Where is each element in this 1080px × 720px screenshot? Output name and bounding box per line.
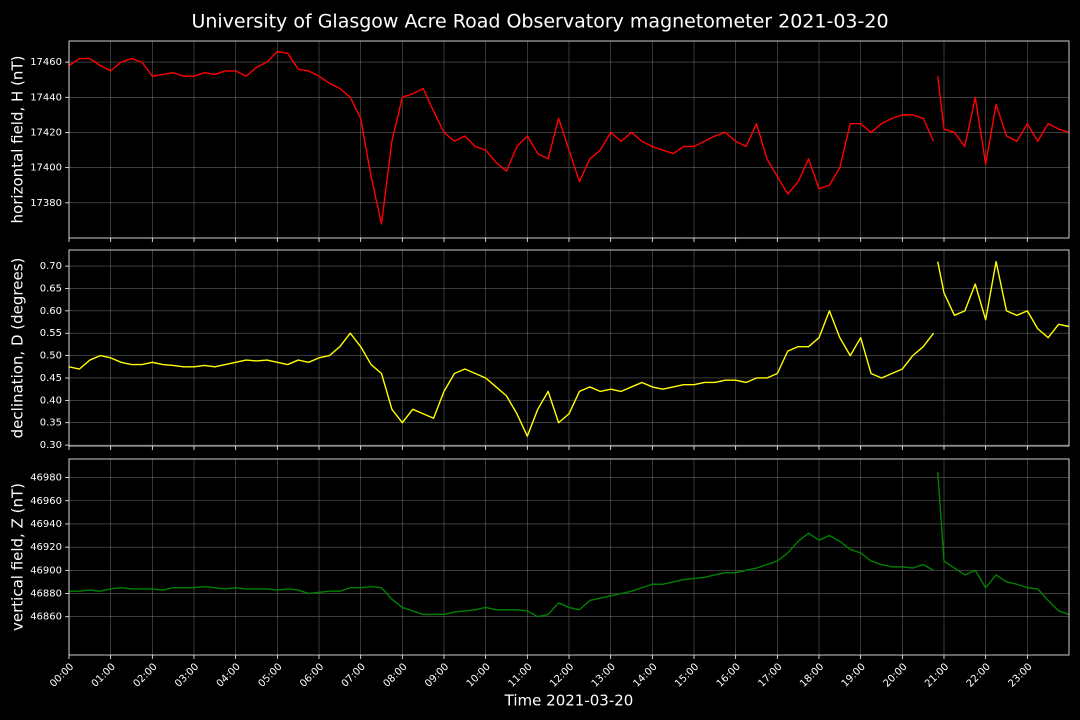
data-line bbox=[69, 471, 1069, 618]
axes-frame bbox=[68, 249, 1070, 447]
y-tick-label: 0.40 bbox=[40, 395, 62, 406]
y-tick-label: 0.55 bbox=[40, 328, 62, 339]
y-tick-label: 46920 bbox=[30, 542, 62, 553]
chart-title: University of Glasgow Acre Road Observat… bbox=[191, 11, 888, 33]
data-line bbox=[69, 50, 1069, 225]
y-tick-label: 0.30 bbox=[40, 440, 62, 451]
y-tick-label: 0.70 bbox=[40, 261, 62, 272]
y-tick-label: 17400 bbox=[30, 163, 62, 174]
y-tick-label: 0.45 bbox=[40, 373, 62, 384]
y-tick-label: 0.60 bbox=[40, 306, 62, 317]
y-tick-label: 0.50 bbox=[40, 351, 62, 362]
y-tick-label: 17420 bbox=[30, 127, 62, 138]
x-axis-label: Time 2021-03-20 bbox=[504, 692, 634, 710]
y-tick-label: 0.35 bbox=[40, 418, 62, 429]
axes-frame bbox=[68, 40, 1070, 239]
y-axis-label: horizontal field, H (nT) bbox=[9, 56, 27, 224]
plot-area bbox=[69, 50, 1069, 225]
data-line bbox=[69, 260, 1069, 437]
y-tick-label: 46880 bbox=[30, 589, 62, 600]
y-tick-label: 17440 bbox=[30, 92, 62, 103]
y-tick-label: 46940 bbox=[30, 519, 62, 530]
plot-area bbox=[69, 471, 1069, 618]
y-axis-label: vertical field, Z (nT) bbox=[9, 483, 27, 631]
y-axis-label: declination, D (degrees) bbox=[9, 258, 27, 439]
y-tick-label: 46900 bbox=[30, 565, 62, 576]
y-tick-label: 17460 bbox=[30, 57, 62, 68]
axes-frame bbox=[68, 458, 1070, 656]
y-tick-label: 46980 bbox=[30, 473, 62, 484]
y-tick-label: 46860 bbox=[30, 612, 62, 623]
y-tick-label: 0.65 bbox=[40, 283, 62, 294]
y-tick-label: 17380 bbox=[30, 198, 62, 209]
y-tick-label: 46960 bbox=[30, 496, 62, 507]
plot-area bbox=[69, 260, 1069, 437]
